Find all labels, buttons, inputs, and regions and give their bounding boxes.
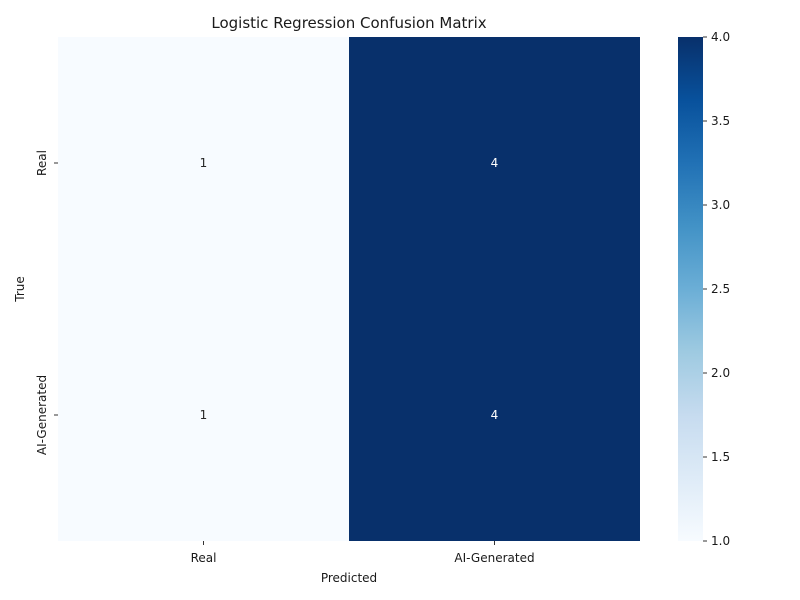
cell-0-0	[58, 37, 349, 289]
colorbar-tick-label-0: 1.0	[711, 534, 730, 548]
y-tick-label-1: AI-Generated	[35, 375, 49, 455]
colorbar-ticks: 1.0 1.5 2.0 2.5 3.0 3.5 4.0	[703, 30, 730, 548]
cell-0-1	[349, 37, 640, 289]
cell-label-1-1: 4	[491, 408, 499, 422]
cell-1-1	[349, 289, 640, 541]
colorbar	[678, 37, 703, 541]
colorbar-tick-label-2: 2.0	[711, 366, 730, 380]
axis-ticks: Real AI-Generated Real AI-Generated	[35, 150, 535, 565]
cell-1-0	[58, 289, 349, 541]
x-axis-label: Predicted	[321, 571, 377, 585]
cell-label-1-0: 1	[200, 408, 208, 422]
colorbar-tick-label-1: 1.5	[711, 450, 730, 464]
x-tick-label-1: AI-Generated	[454, 551, 534, 565]
chart-title: Logistic Regression Confusion Matrix	[211, 14, 486, 32]
colorbar-tick-label-4: 3.0	[711, 198, 730, 212]
colorbar-tick-label-6: 4.0	[711, 30, 730, 44]
y-axis-label: True	[13, 276, 27, 303]
y-tick-label-0: Real	[35, 150, 49, 176]
colorbar-tick-label-3: 2.5	[711, 282, 730, 296]
colorbar-tick-label-5: 3.5	[711, 114, 730, 128]
x-tick-label-0: Real	[191, 551, 217, 565]
cell-label-0-0: 1	[200, 156, 208, 170]
cell-label-0-1: 4	[491, 156, 499, 170]
heatmap-cells: 1 4 1 4	[58, 37, 640, 541]
